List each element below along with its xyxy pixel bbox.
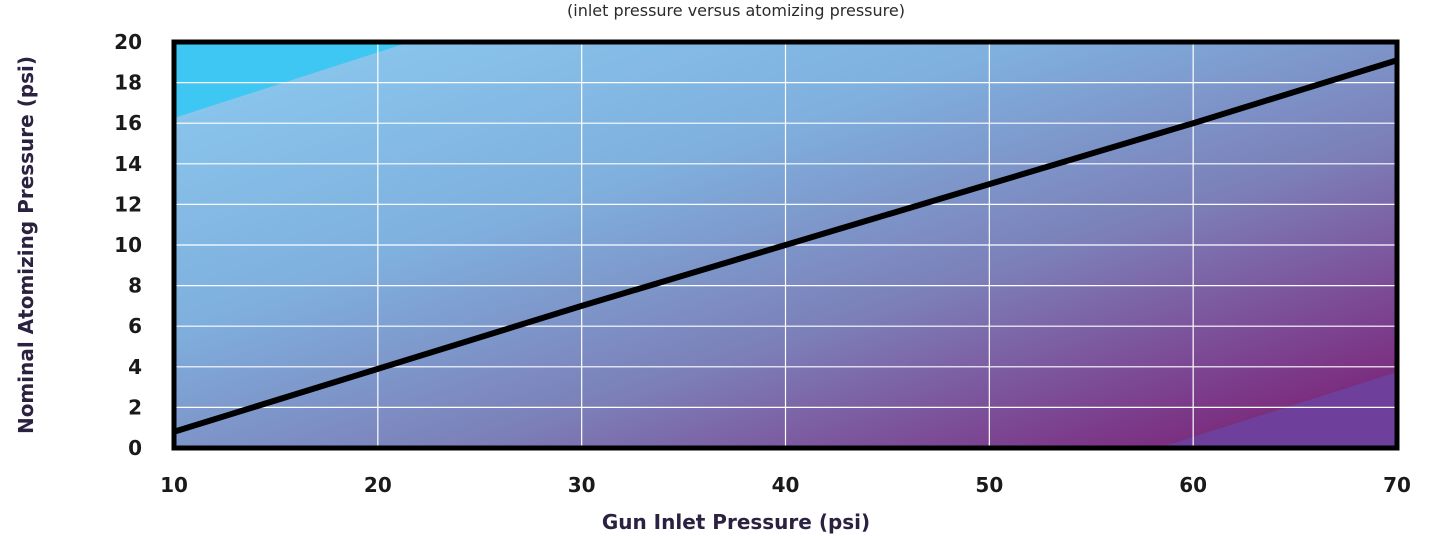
y-tick-label: 8 bbox=[128, 274, 142, 298]
x-tick-label: 40 bbox=[772, 473, 800, 497]
y-tick-label: 10 bbox=[114, 233, 142, 257]
x-tick-label: 20 bbox=[364, 473, 392, 497]
y-tick-label: 16 bbox=[114, 111, 142, 135]
x-tick-label: 10 bbox=[160, 473, 188, 497]
y-tick-label: 14 bbox=[114, 152, 142, 176]
x-tick-label: 30 bbox=[568, 473, 596, 497]
y-tick-label: 6 bbox=[128, 314, 142, 338]
y-axis-title: Nominal Atomizing Pressure (psi) bbox=[14, 56, 38, 434]
y-tick-label: 2 bbox=[128, 395, 142, 419]
x-tick-label: 60 bbox=[1179, 473, 1207, 497]
corner-band-bottom-right bbox=[1158, 372, 1397, 448]
series-line bbox=[174, 57, 1397, 435]
x-axis-title: Gun Inlet Pressure (psi) bbox=[602, 510, 870, 534]
series-marks bbox=[174, 57, 1397, 435]
y-tick-label: 4 bbox=[128, 355, 142, 379]
y-tick-labels: 0 2 4 6 8 10 12 14 16 18 20 bbox=[114, 30, 142, 460]
y-tick-label: 20 bbox=[114, 30, 142, 54]
chart-subtitle: (inlet pressure versus atomizing pressur… bbox=[567, 1, 905, 20]
x-tick-label: 70 bbox=[1383, 473, 1411, 497]
x-tick-label: 50 bbox=[975, 473, 1003, 497]
x-tick-labels: 10 20 30 40 50 60 70 bbox=[160, 473, 1411, 497]
y-tick-label: 0 bbox=[128, 436, 142, 460]
y-tick-label: 18 bbox=[114, 71, 142, 95]
plot-frame bbox=[171, 39, 1400, 451]
y-tick-label: 12 bbox=[114, 192, 142, 216]
corner-band-top-left bbox=[174, 42, 410, 118]
